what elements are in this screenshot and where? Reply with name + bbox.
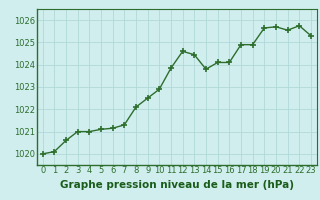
X-axis label: Graphe pression niveau de la mer (hPa): Graphe pression niveau de la mer (hPa) — [60, 180, 294, 190]
